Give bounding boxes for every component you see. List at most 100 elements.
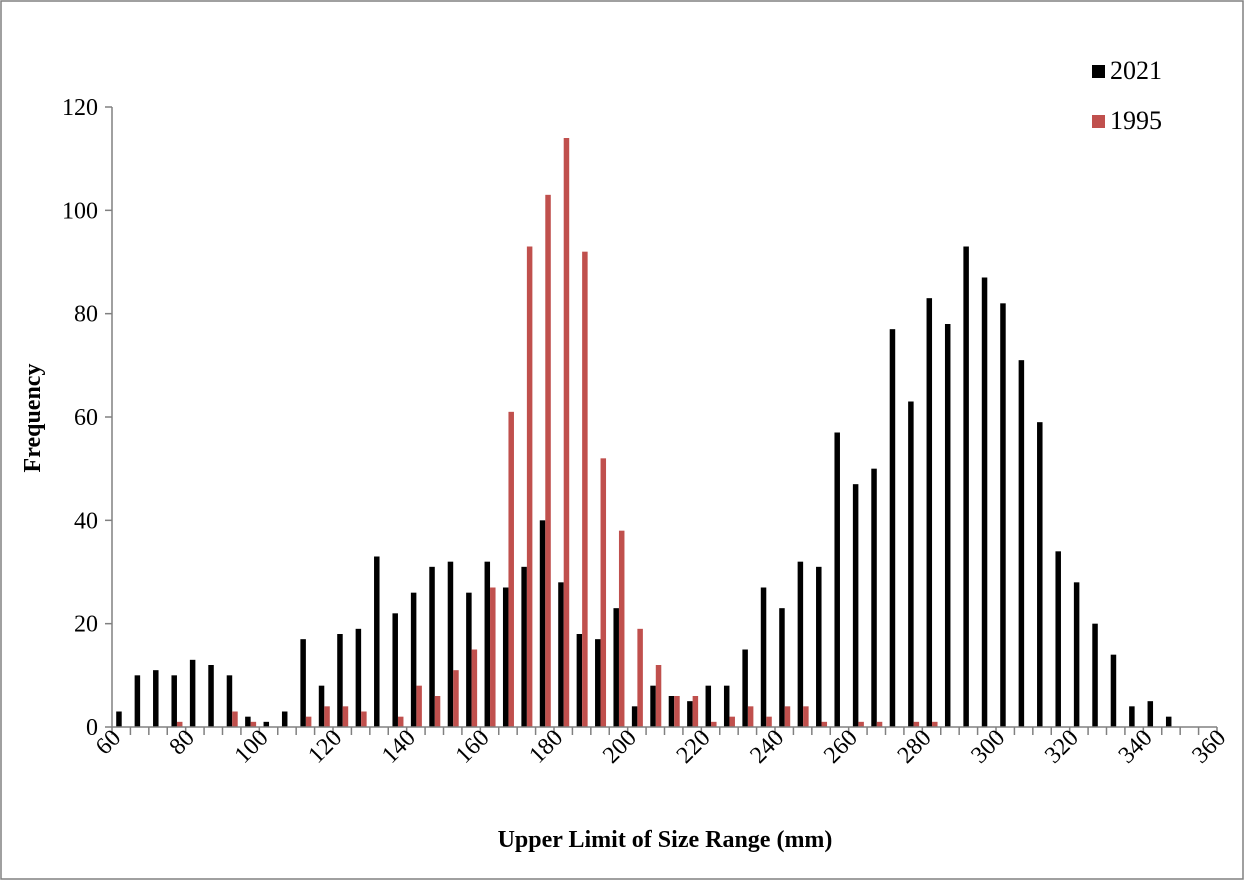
bar-1995-200	[637, 628, 643, 727]
bar-2021-330	[1110, 654, 1117, 727]
bar-1995-190	[600, 458, 607, 727]
bar-2021-180	[558, 582, 564, 727]
bar-2021-315	[1055, 551, 1061, 727]
bar-1995-165	[508, 411, 514, 727]
y-tick-label: 80	[74, 302, 98, 328]
bar-1995-160	[490, 587, 496, 727]
y-axis-title: Frequency	[20, 364, 46, 473]
bar-2021-155	[466, 592, 472, 727]
bar-1995-150	[453, 670, 459, 727]
bar-2021-130	[374, 556, 380, 727]
y-tick-label: 40	[74, 508, 98, 534]
bar-2021-115	[318, 685, 325, 727]
bar-2021-295	[981, 277, 988, 727]
bar-2021-270	[889, 329, 896, 727]
bar-2021-235	[760, 587, 767, 727]
bar-2021-260	[852, 484, 859, 727]
bar-1995-240	[784, 706, 791, 727]
bar-1995-180	[563, 138, 570, 727]
bar-2021-210	[668, 696, 675, 727]
bar-2021-335	[1129, 706, 1135, 727]
bar-1995-225	[729, 716, 735, 727]
bar-1995-120	[342, 706, 349, 727]
bars-group	[116, 138, 1172, 728]
bar-1995-185	[582, 251, 588, 728]
bar-2021-125	[355, 628, 362, 727]
bar-2021-320	[1073, 582, 1080, 727]
bar-1995-110	[305, 716, 312, 727]
bar-2021-325	[1092, 623, 1098, 727]
bar-2021-145	[429, 566, 435, 727]
bar-2021-75	[171, 675, 177, 727]
bar-1995-95	[250, 721, 257, 727]
bar-2021-85	[208, 665, 214, 727]
bar-2021-100	[263, 721, 270, 727]
bar-1995-275	[913, 721, 920, 727]
bar-1995-245	[803, 706, 809, 727]
bar-2021-280	[926, 298, 933, 727]
bar-1995-215	[692, 696, 699, 727]
bar-1995-115	[324, 706, 330, 727]
bar-2021-265	[871, 468, 877, 727]
bar-1995-230	[747, 706, 754, 727]
bar-1995-250	[821, 721, 828, 727]
bar-1995-155	[471, 649, 478, 727]
bar-2021-340	[1147, 701, 1154, 727]
bar-1995-205	[655, 665, 662, 727]
y-tick-label: 100	[62, 198, 98, 224]
bar-2021-225	[723, 685, 730, 727]
legend-swatch-1995	[1092, 115, 1105, 128]
bar-1995-220	[711, 721, 717, 727]
bar-2021-250	[816, 566, 822, 727]
bar-1995-75	[176, 721, 183, 727]
bar-2021-285	[944, 324, 951, 727]
bar-2021-220	[705, 685, 712, 727]
y-tick-label: 120	[62, 95, 98, 121]
bar-2021-110	[300, 639, 306, 727]
bar-1995-235	[766, 716, 772, 727]
bar-2021-215	[687, 701, 693, 727]
bar-2021-120	[337, 634, 343, 727]
bar-2021-135	[392, 613, 398, 727]
bar-1995-260	[858, 721, 864, 727]
y-tick-label: 20	[74, 612, 98, 638]
bar-1995-280	[932, 721, 938, 727]
bar-2021-290	[963, 246, 969, 727]
bar-1995-135	[397, 716, 404, 727]
bar-2021-105	[281, 711, 288, 727]
legend-label-2021: 2021	[1110, 56, 1162, 85]
legend-label-1995: 1995	[1110, 106, 1162, 135]
bar-2021-300	[1000, 303, 1006, 727]
bar-2021-90	[226, 675, 233, 727]
bar-2021-275	[908, 401, 914, 727]
bar-1995-210	[674, 696, 680, 727]
bar-1995-125	[361, 711, 367, 727]
bar-1995-90	[232, 711, 238, 727]
bar-1995-175	[545, 194, 551, 727]
bar-2021-70	[153, 670, 159, 727]
bar-1995-140	[416, 685, 422, 727]
bar-2021-150	[447, 561, 454, 727]
bar-2021-160	[484, 561, 491, 727]
bar-2021-95	[245, 716, 251, 727]
bar-2021-305	[1018, 360, 1025, 727]
bar-2021-60	[116, 711, 122, 727]
legend: 2021 1995	[1092, 56, 1162, 135]
bar-1995-145	[434, 696, 441, 727]
bar-2021-195	[613, 608, 619, 727]
bar-2021-240	[779, 608, 785, 727]
x-axis-title: Upper Limit of Size Range (mm)	[498, 827, 833, 853]
bar-2021-140	[410, 592, 417, 727]
bar-1995-195	[618, 530, 625, 727]
bar-2021-205	[650, 685, 656, 727]
bar-2021-165	[502, 587, 509, 727]
bar-2021-80	[189, 659, 196, 727]
y-tick-label: 60	[74, 405, 98, 431]
bar-2021-175	[539, 520, 546, 727]
bar-2021-245	[797, 561, 804, 727]
bar-2021-190	[595, 639, 601, 727]
bar-2021-310	[1037, 422, 1043, 727]
